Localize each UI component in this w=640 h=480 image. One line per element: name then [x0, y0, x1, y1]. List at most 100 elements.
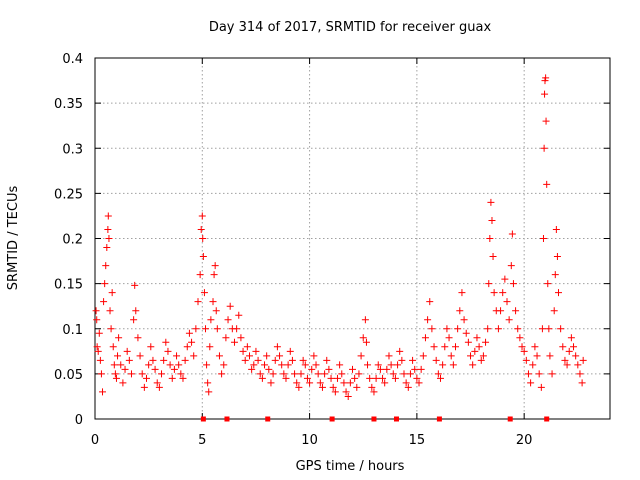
data-point	[314, 370, 322, 378]
data-point	[364, 361, 372, 369]
data-point	[518, 343, 526, 351]
data-point	[183, 343, 191, 351]
data-point	[104, 212, 112, 220]
data-point	[140, 383, 148, 391]
data-point	[501, 275, 509, 283]
data-point	[132, 307, 140, 315]
data-point	[520, 347, 528, 355]
data-point	[151, 365, 159, 373]
data-point	[552, 225, 560, 233]
data-point	[567, 334, 575, 342]
data-point	[196, 271, 204, 279]
data-point	[273, 343, 281, 351]
data-point	[353, 383, 361, 391]
data-point	[477, 356, 485, 364]
data-point	[310, 352, 318, 360]
axis-marker	[544, 416, 550, 422]
data-point	[114, 352, 122, 360]
data-point	[107, 325, 115, 333]
data-point	[111, 370, 119, 378]
data-point	[188, 338, 196, 346]
data-point	[486, 235, 494, 242]
data-point	[301, 361, 309, 369]
data-point	[147, 343, 155, 351]
data-point	[248, 365, 256, 373]
data-point	[250, 361, 258, 369]
data-point	[531, 343, 539, 351]
axis-marker	[200, 416, 206, 422]
data-point	[173, 352, 181, 360]
data-point	[131, 281, 139, 289]
data-point	[456, 307, 464, 315]
x-tick-label: 10	[301, 433, 318, 448]
data-point	[112, 374, 120, 382]
data-point	[565, 347, 573, 355]
data-point	[256, 370, 264, 378]
data-point	[168, 374, 176, 382]
data-point	[288, 356, 296, 364]
data-point	[516, 334, 524, 342]
data-point	[102, 262, 110, 270]
data-point	[252, 347, 260, 355]
data-point	[497, 307, 505, 315]
data-point	[430, 343, 438, 351]
data-point	[318, 383, 326, 391]
data-point	[409, 356, 417, 364]
y-axis-label: SRMTID / TECUs	[6, 186, 21, 291]
data-point	[166, 361, 174, 369]
data-point	[346, 379, 354, 387]
data-point	[383, 365, 391, 373]
data-point	[546, 352, 554, 360]
data-point	[499, 289, 507, 297]
data-point	[445, 334, 453, 342]
y-tick-label: 0.4	[62, 52, 83, 67]
data-point	[387, 361, 395, 369]
data-point	[185, 329, 193, 337]
data-point	[487, 198, 495, 206]
data-point	[224, 316, 232, 324]
data-point	[117, 361, 125, 369]
y-tick-labels: 0 0.05 0.1 0.15 0.2 0.25 0.3 0.35 0.4	[54, 52, 83, 428]
axis-marker	[371, 416, 377, 422]
data-point	[271, 356, 279, 364]
y-tick-label: 0.2	[62, 233, 83, 248]
data-point	[323, 356, 331, 364]
data-point	[106, 307, 114, 315]
data-point	[449, 361, 457, 369]
data-point	[439, 361, 447, 369]
data-point	[529, 361, 537, 369]
data-point	[545, 325, 553, 333]
data-point	[421, 334, 429, 342]
data-point	[419, 352, 427, 360]
data-point	[282, 374, 290, 382]
data-point	[342, 388, 350, 396]
data-point	[411, 365, 419, 373]
data-point	[508, 230, 516, 238]
data-points	[92, 74, 587, 400]
data-point	[181, 356, 189, 364]
data-point	[372, 374, 380, 382]
data-point	[158, 370, 166, 378]
data-point	[464, 338, 472, 346]
data-point	[544, 280, 552, 288]
data-point	[479, 352, 487, 360]
data-point	[467, 352, 475, 360]
data-point	[327, 374, 335, 382]
data-point	[199, 235, 207, 242]
data-point	[206, 343, 214, 351]
data-point	[490, 289, 498, 297]
data-point	[215, 352, 223, 360]
data-point	[454, 325, 462, 333]
data-point	[239, 347, 247, 355]
data-point	[210, 271, 218, 279]
data-point	[579, 356, 587, 364]
data-point	[512, 307, 520, 315]
data-point	[553, 253, 561, 261]
data-point	[447, 352, 455, 360]
data-point	[396, 347, 404, 355]
axis-marker	[224, 416, 230, 422]
data-point	[458, 289, 466, 297]
data-point	[543, 180, 551, 188]
data-point	[105, 235, 113, 242]
data-point	[237, 334, 245, 342]
